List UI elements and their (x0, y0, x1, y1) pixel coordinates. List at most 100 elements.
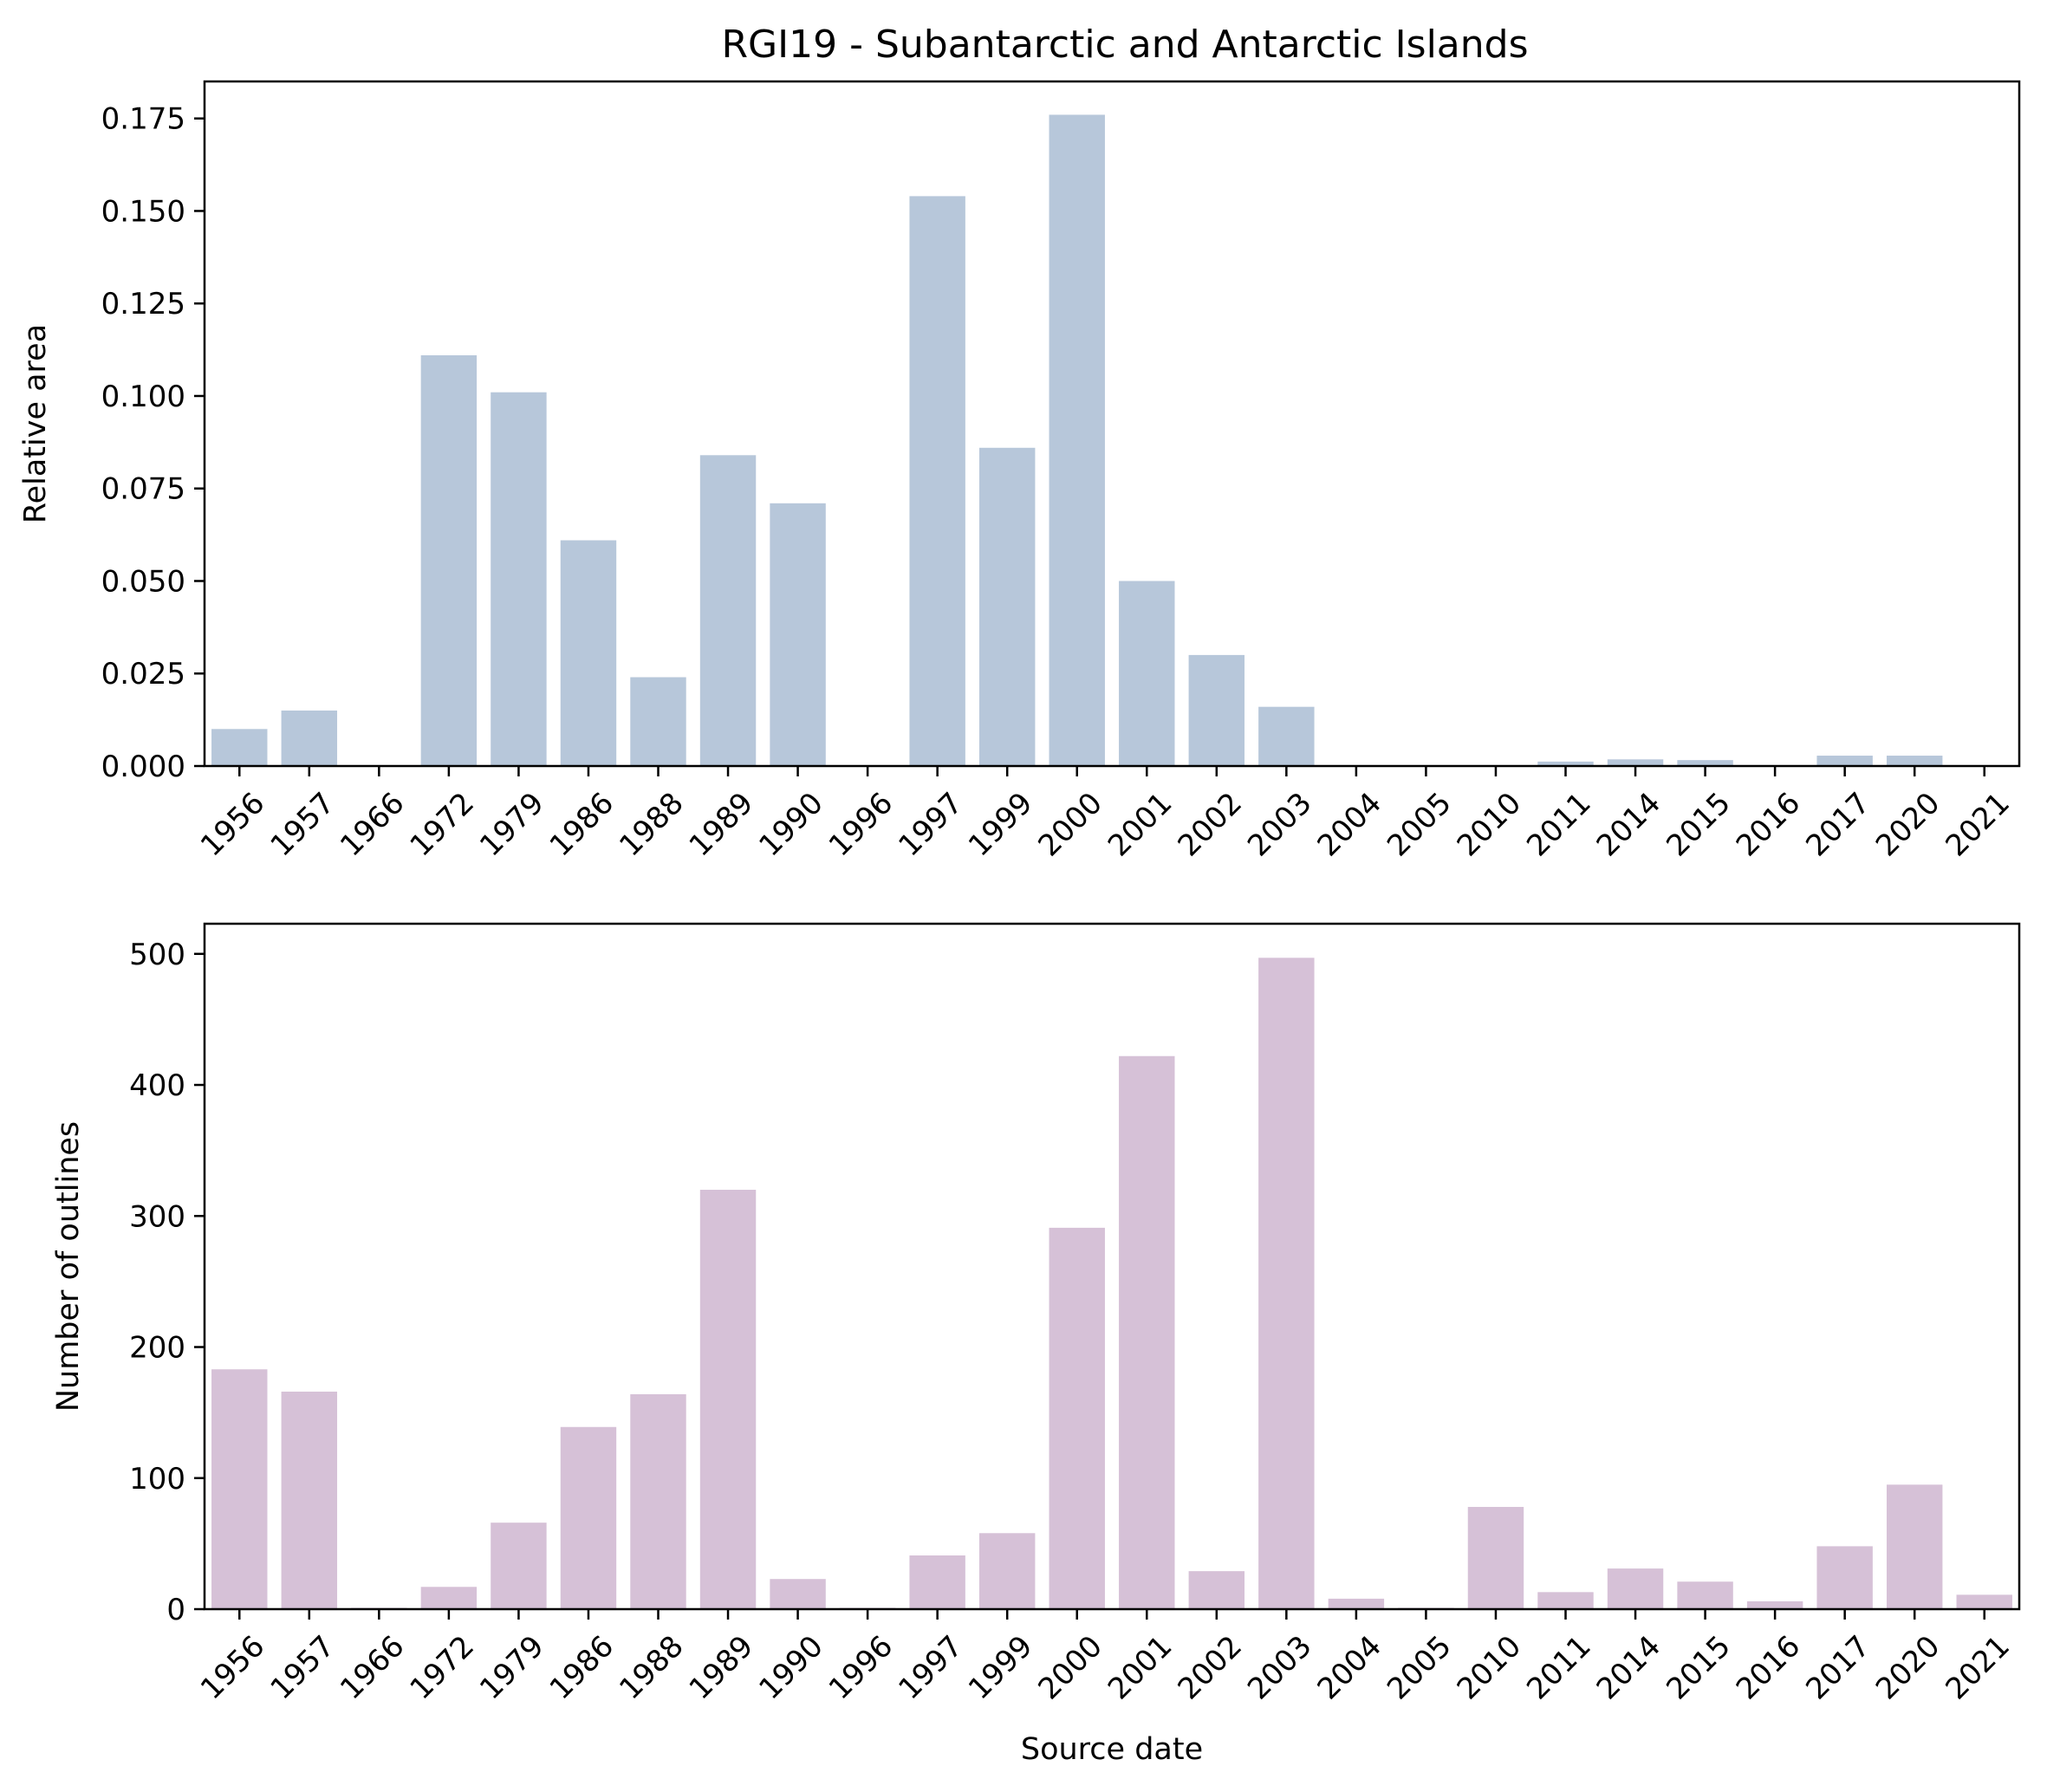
outline-count-x-axis-label: Source date (1021, 1732, 1203, 1767)
relative-area-y-ticks: 0.000 0.025 0.050 0.075 0.100 0.125 0.150 0.175 (101, 102, 205, 784)
relative-area-x-tick-label: 1956 (194, 786, 271, 863)
relative-area-x-tick-label: 1972 (404, 786, 481, 863)
relative-area-y-tick-label: 0.075 (101, 472, 185, 507)
chart-title: RGI19 - Subantarctic and Antarctic Islan… (721, 23, 1528, 67)
relative-area-bar-2014 (1607, 759, 1664, 766)
relative-area-x-ticks: 1956195719661972197919861988198919901996… (194, 766, 2017, 863)
outline-count-y-tick-label: 0 (166, 1593, 185, 1627)
outline-count-plot-frame (203, 922, 2021, 1611)
outline-count-y-tick-label: 300 (129, 1199, 185, 1234)
relative-area-y-tick-label: 0.125 (101, 287, 185, 321)
outline-count-bar-2015 (1677, 1581, 1733, 1609)
relative-area-y-axis-label: Relative area (18, 324, 53, 523)
outline-count-x-tick-label: 2016 (1730, 1629, 1807, 1706)
outline-count-x-tick-label: 1966 (334, 1629, 411, 1706)
outline-count-x-tick-label: 2002 (1172, 1629, 1249, 1706)
outline-count-bar-1989 (699, 1190, 757, 1609)
relative-area-y-tick-label: 0.150 (101, 194, 185, 229)
relative-area-bar-1956 (211, 729, 268, 766)
outline-count-bar-2004 (1328, 1598, 1385, 1609)
outline-count-bar-1957 (281, 1391, 338, 1609)
relative-area-x-tick-label: 2015 (1660, 786, 1737, 863)
relative-area-x-tick-label: 1966 (334, 786, 411, 863)
outline-count-y-ticks: 0 100 200 300 400 500 (129, 938, 205, 1627)
outline-count-bar-2020 (1886, 1484, 1943, 1609)
outline-count-x-tick-label: 1997 (892, 1629, 969, 1706)
outline-count-y-tick-label: 400 (129, 1068, 185, 1103)
outline-count-x-tick-label: 1957 (264, 1629, 341, 1706)
relative-area-x-tick-label: 2000 (1031, 786, 1108, 863)
relative-area-x-tick-label: 2011 (1520, 786, 1597, 863)
outline-count-x-tick-label: 2017 (1799, 1629, 1876, 1706)
relative-area-bars (211, 114, 1943, 766)
relative-area-x-tick-label: 1989 (683, 786, 760, 863)
outline-count-bar-1956 (211, 1369, 268, 1609)
relative-area-bar-1997 (909, 196, 965, 766)
relative-area-x-tick-label: 2017 (1799, 786, 1876, 863)
relative-area-y-tick-label: 0.000 (101, 750, 185, 784)
relative-area-bar-2001 (1119, 581, 1175, 766)
relative-area-x-tick-label: 1986 (543, 786, 621, 863)
outline-count-bar-1999 (978, 1533, 1036, 1609)
relative-area-bar-1988 (630, 677, 686, 766)
outline-count-bar-2010 (1467, 1507, 1524, 1609)
relative-area-panel: 0.000 0.025 0.050 0.075 0.100 0.125 0.150 0.175… (18, 80, 2021, 863)
outline-count-x-tick-label: 1990 (752, 1629, 829, 1706)
relative-area-x-tick-label: 1979 (473, 786, 550, 863)
outline-count-x-tick-label: 2015 (1660, 1629, 1737, 1706)
outline-count-x-tick-label: 1999 (962, 1629, 1039, 1706)
relative-area-x-tick-label: 2014 (1590, 786, 1667, 863)
relative-area-x-tick-label: 2002 (1172, 786, 1249, 863)
relative-area-x-tick-label: 2004 (1311, 786, 1388, 863)
relative-area-x-tick-label: 2021 (1939, 786, 2016, 863)
outline-count-bar-2002 (1188, 1571, 1245, 1609)
relative-area-y-tick-label: 0.175 (101, 102, 185, 137)
outline-count-x-tick-label: 1988 (613, 1629, 690, 1706)
outline-count-x-tick-label: 2021 (1939, 1629, 2016, 1706)
outline-count-bar-1988 (630, 1393, 686, 1609)
relative-area-bar-1986 (560, 540, 617, 766)
outline-count-x-tick-label: 1986 (543, 1629, 621, 1706)
relative-area-x-tick-label: 1988 (613, 786, 690, 863)
outline-count-x-tick-label: 1996 (822, 1629, 900, 1706)
outline-count-x-tick-label: 1956 (194, 1629, 271, 1706)
relative-area-bar-1979 (491, 392, 547, 766)
outline-count-bar-2021 (1956, 1594, 2012, 1609)
relative-area-bar-1990 (770, 503, 826, 766)
outline-count-bar-2003 (1258, 958, 1315, 1609)
relative-area-bar-1972 (420, 355, 478, 766)
outline-count-x-tick-label: 2003 (1241, 1629, 1318, 1706)
relative-area-x-tick-label: 2020 (1869, 786, 1946, 863)
outline-count-bar-1990 (770, 1579, 826, 1609)
outline-count-bar-1979 (491, 1523, 547, 1609)
outline-count-x-tick-label: 1972 (404, 1629, 481, 1706)
relative-area-x-tick-label: 2001 (1101, 786, 1179, 863)
outline-count-bar-2014 (1607, 1568, 1664, 1609)
outline-count-x-tick-label: 2000 (1031, 1629, 1108, 1706)
relative-area-x-tick-label: 2010 (1451, 786, 1528, 863)
relative-area-bar-2000 (1049, 114, 1105, 766)
relative-area-y-tick-label: 0.025 (101, 657, 185, 691)
outline-count-y-tick-label: 100 (129, 1462, 185, 1497)
relative-area-bar-1999 (978, 447, 1036, 766)
relative-area-bar-2003 (1258, 706, 1315, 766)
relative-area-x-tick-label: 2016 (1730, 786, 1807, 863)
outline-count-x-tick-label: 1989 (683, 1629, 760, 1706)
relative-area-x-tick-label: 2005 (1381, 786, 1458, 863)
outline-count-x-tick-label: 2020 (1869, 1629, 1946, 1706)
outline-count-bar-2016 (1746, 1600, 1803, 1609)
relative-area-x-tick-label: 1957 (264, 786, 341, 863)
outline-count-bar-2000 (1049, 1227, 1105, 1609)
relative-area-bar-2015 (1677, 760, 1733, 766)
outline-count-x-tick-label: 2004 (1311, 1629, 1388, 1706)
outline-count-x-tick-label: 2014 (1590, 1629, 1667, 1706)
outline-count-bar-2001 (1119, 1055, 1175, 1609)
outline-count-y-tick-label: 500 (129, 938, 185, 972)
relative-area-bar-1989 (699, 455, 757, 766)
relative-area-x-tick-label: 2003 (1241, 786, 1318, 863)
outline-count-bars (211, 958, 2012, 1609)
relative-area-x-tick-label: 1997 (892, 786, 969, 863)
outline-count-x-tick-label: 2005 (1381, 1629, 1458, 1706)
relative-area-bar-1957 (281, 710, 338, 766)
